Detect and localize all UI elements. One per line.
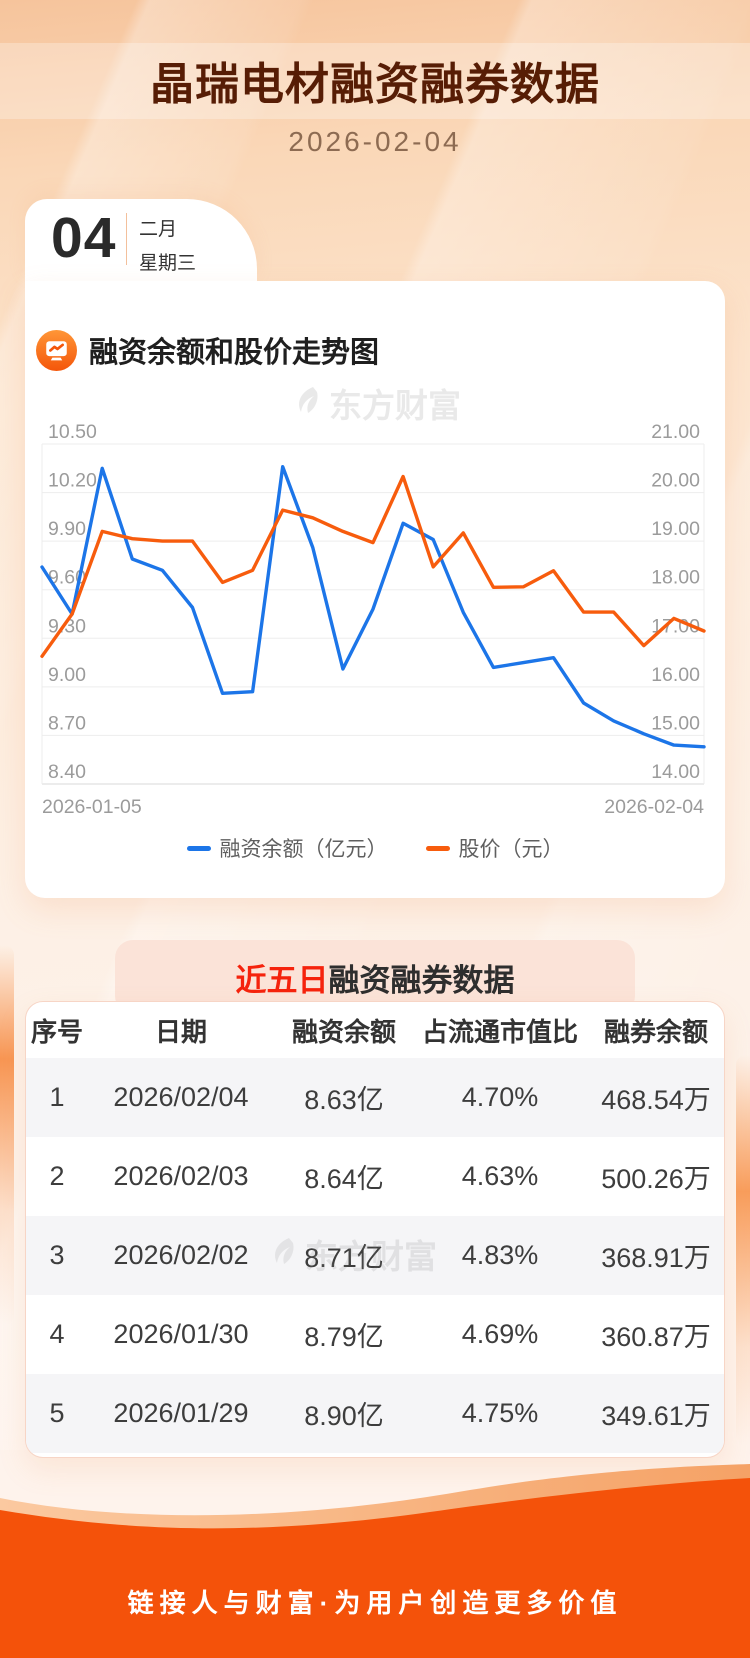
date-month: 二月 <box>139 219 178 240</box>
column-header: 序号 <box>30 1016 83 1047</box>
table-cell: 8.79亿 <box>304 1322 384 1352</box>
table-row: 2 2026/02/03 8.64亿 4.63% 500.26万 <box>26 1137 724 1216</box>
table-cell: 500.26万 <box>601 1164 711 1194</box>
date-divider <box>126 213 127 265</box>
dual-axis-line-chart: 10.50 21.00 10.20 20.00 9.90 19.00 9.60 18.00 9.… <box>40 421 706 818</box>
column-header: 占流通市值比 <box>421 1016 578 1047</box>
right-edge-accent <box>736 1055 750 1445</box>
table-body: 1 2026/02/04 8.63亿 4.70% 468.54万 2 2026/02/03 8… <box>26 1058 724 1453</box>
legend-label: 融资余额（亿元） <box>219 838 388 861</box>
date-weekday: 星期三 <box>139 253 197 274</box>
chart-card: 融资余额和股价走势图 东方财富 10.50 21.00 10.20 20.00 9.90… <box>25 281 725 898</box>
footer-wave-orange <box>0 1478 750 1658</box>
legend-label: 股价（元） <box>458 838 564 861</box>
table-cell: 4.70% <box>461 1082 539 1112</box>
table-cell: 2026/02/02 <box>113 1240 249 1270</box>
table-cell: 2 <box>49 1161 65 1191</box>
left-axis-tick: 9.90 <box>48 518 86 540</box>
table-cell: 2026/01/29 <box>113 1398 249 1428</box>
trend-monitor-icon <box>36 329 77 371</box>
legend-item: 融资余额（亿元） <box>186 833 388 863</box>
legend-marker <box>425 845 450 851</box>
chart-legend: 融资余额（亿元） 股价（元） <box>25 833 725 863</box>
table-row: 1 2026/02/04 8.63亿 4.70% 468.54万 <box>26 1058 724 1137</box>
legend-item: 股价（元） <box>425 833 564 863</box>
column-header: 融资余额 <box>291 1016 396 1047</box>
table-cell: 368.91万 <box>601 1243 711 1273</box>
x-axis-first-label: 2026-01-05 <box>42 796 142 818</box>
banner-rest: 融资融券数据 <box>328 962 515 998</box>
x-axis-last-label: 2026-02-04 <box>604 796 704 818</box>
table-cell: 349.61万 <box>601 1401 711 1431</box>
table-cell: 468.54万 <box>601 1085 711 1115</box>
table-cell: 5 <box>49 1398 65 1428</box>
table-header-row: 序号 日期 融资余额 占流通市值比 融券余额 <box>26 1002 724 1058</box>
page-date: 2026-02-04 <box>288 126 462 157</box>
table-cell: 360.87万 <box>601 1322 711 1352</box>
table-cell: 4 <box>49 1319 65 1349</box>
series-line <box>40 474 706 658</box>
right-axis-tick: 20.00 <box>651 470 700 492</box>
table-cell: 2026/02/03 <box>113 1161 249 1191</box>
table-cell: 4.69% <box>461 1319 539 1349</box>
table-cell: 2026/02/04 <box>113 1082 249 1112</box>
footer-slogan: 链接人与财富·为用户创造更多价值 <box>127 1588 623 1618</box>
right-axis-tick: 15.00 <box>651 712 700 734</box>
date-card: 04 二月 星期三 <box>25 199 257 281</box>
table-cell: 8.64亿 <box>304 1164 384 1194</box>
table-cell: 3 <box>49 1240 65 1270</box>
column-header: 日期 <box>154 1016 207 1047</box>
table-cell: 8.63亿 <box>304 1085 384 1115</box>
left-axis-tick: 8.70 <box>48 712 86 734</box>
table-cell: 8.71亿 <box>304 1243 384 1273</box>
table-cell: 8.90亿 <box>304 1401 384 1431</box>
date-day: 04 <box>51 206 117 270</box>
right-axis-tick: 18.00 <box>651 567 700 589</box>
right-axis-tick: 17.00 <box>651 615 700 637</box>
left-axis-tick: 9.60 <box>48 567 86 589</box>
right-axis-tick: 21.00 <box>651 421 700 443</box>
page-title: 晶瑞电材融资融券数据 <box>150 60 600 109</box>
right-axis-tick: 14.00 <box>651 761 700 783</box>
banner-highlight: 近五日 <box>235 962 329 998</box>
table-row: 4 2026/01/30 8.79亿 4.69% 360.87万 <box>26 1295 724 1374</box>
left-axis-tick: 10.50 <box>48 421 97 443</box>
chart-section-title: 融资余额和股价走势图 <box>89 337 380 369</box>
table-cell: 4.75% <box>461 1398 539 1428</box>
title-backdrop-band <box>0 43 750 119</box>
series-line <box>40 464 706 749</box>
table-cell: 4.63% <box>461 1161 539 1191</box>
right-axis-tick: 19.00 <box>651 518 700 540</box>
left-axis-tick: 9.00 <box>48 664 86 686</box>
column-header: 融券余额 <box>603 1016 708 1047</box>
right-axis-tick: 16.00 <box>651 664 700 686</box>
table-row: 5 2026/01/29 8.90亿 4.75% 349.61万 <box>26 1374 724 1453</box>
table-cell: 1 <box>49 1082 65 1112</box>
legend-marker <box>186 845 211 851</box>
left-axis-tick: 10.20 <box>48 470 97 492</box>
footer-wave <box>0 1464 750 1658</box>
table-cell: 4.83% <box>461 1240 539 1270</box>
left-edge-accent <box>0 945 14 1325</box>
left-axis-tick: 8.40 <box>48 761 86 783</box>
table-row: 3 2026/02/02 8.71亿 4.83% 368.91万 <box>26 1216 724 1295</box>
table-cell: 2026/01/30 <box>113 1319 249 1349</box>
